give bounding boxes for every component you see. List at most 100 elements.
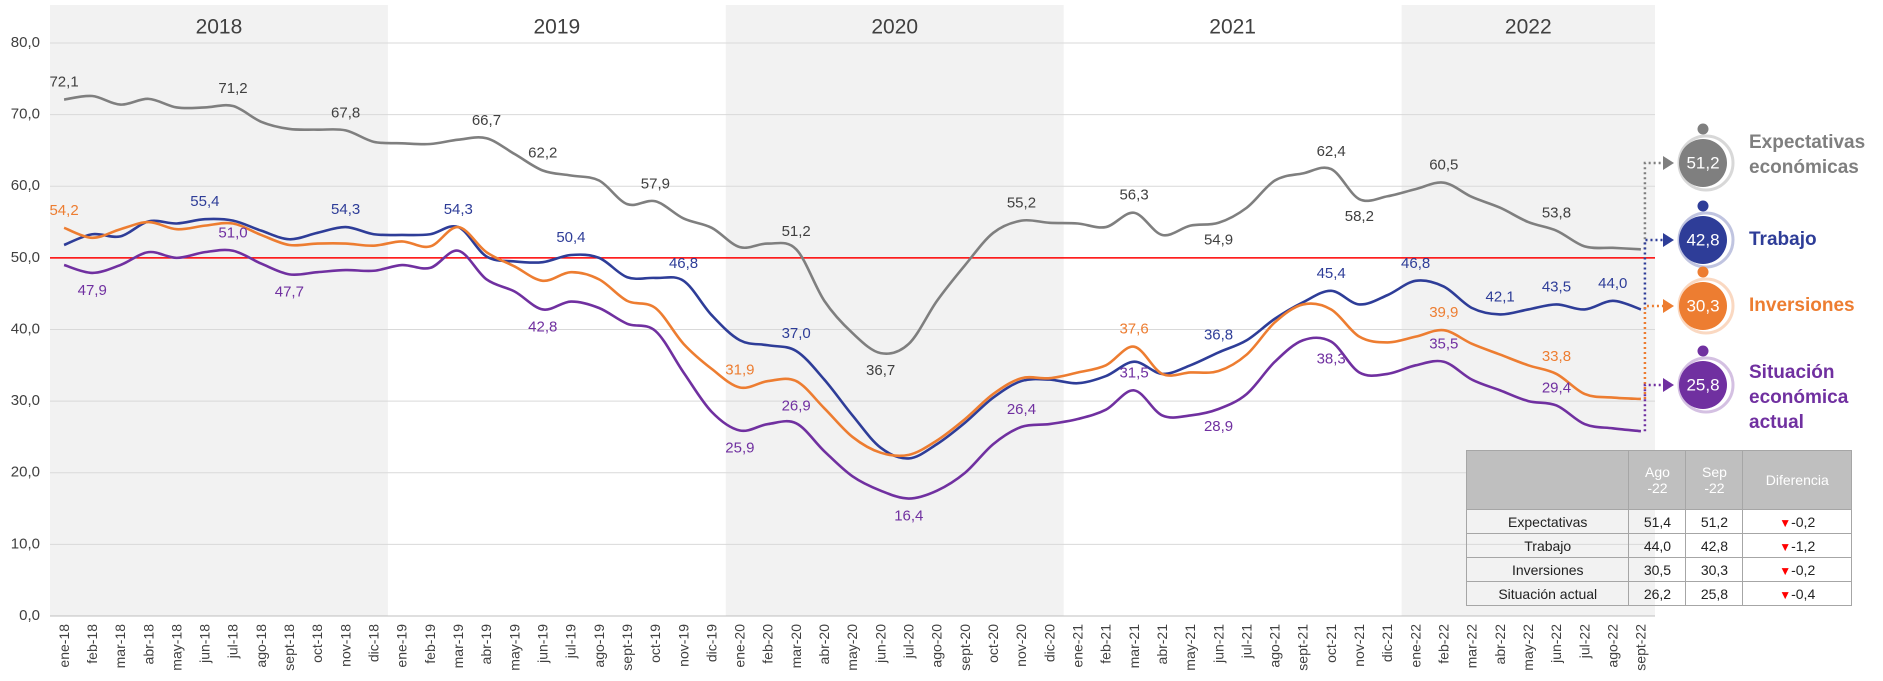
x-tick-label: sept-21 bbox=[1295, 624, 1311, 671]
table-row: Trabajo 44,0 42,8 ▼-1,2 bbox=[1465, 533, 1852, 558]
bubble-label: 42,8 bbox=[1686, 230, 1719, 249]
data-label: 45,4 bbox=[1317, 265, 1346, 282]
data-label: 39,9 bbox=[1429, 304, 1458, 321]
bubble-dot bbox=[1697, 200, 1709, 212]
x-tick-label: jul-19 bbox=[563, 624, 579, 659]
x-tick-label: mar-22 bbox=[1464, 624, 1480, 669]
x-tick-label: jun-18 bbox=[197, 624, 213, 664]
x-tick-label: ago-20 bbox=[929, 624, 945, 668]
data-label: 35,5 bbox=[1429, 336, 1458, 353]
table-corner bbox=[1465, 450, 1630, 510]
series-name: Inversiones bbox=[1749, 295, 1855, 316]
cell-text: 51,4 bbox=[1643, 513, 1672, 530]
x-tick-label: ago-18 bbox=[253, 624, 269, 668]
data-label: 42,1 bbox=[1486, 288, 1515, 305]
y-tick-label: 40,0 bbox=[11, 320, 40, 337]
data-label: 38,3 bbox=[1317, 351, 1346, 368]
data-label: 58,2 bbox=[1345, 208, 1374, 225]
x-tick-label: abr-20 bbox=[816, 624, 832, 665]
table-cell: ▼-1,2 bbox=[1742, 533, 1852, 558]
data-label: 42,8 bbox=[528, 318, 557, 335]
x-tick-label: may-19 bbox=[506, 624, 522, 671]
table-cell: 26,2 bbox=[1628, 581, 1687, 606]
column-header: Sep -22 bbox=[1685, 450, 1744, 510]
data-label: 72,1 bbox=[49, 74, 78, 91]
data-label: 62,2 bbox=[528, 144, 557, 161]
x-tick-label: feb-21 bbox=[1098, 624, 1114, 664]
table-cell: ▼-0,4 bbox=[1742, 581, 1852, 606]
year-band bbox=[725, 5, 1064, 616]
data-label: 43,5 bbox=[1542, 278, 1571, 295]
x-tick-label: mar-21 bbox=[1126, 624, 1142, 669]
x-tick-label: oct-19 bbox=[647, 624, 663, 663]
data-label: 26,9 bbox=[782, 397, 811, 414]
x-tick-label: may-21 bbox=[1182, 624, 1198, 671]
data-label: 54,9 bbox=[1204, 232, 1233, 249]
cell-text: 44,0 bbox=[1643, 537, 1672, 554]
x-tick-label: feb-20 bbox=[760, 624, 776, 664]
series-name: Situación económica actual bbox=[1749, 362, 1849, 433]
bubble bbox=[1679, 139, 1727, 187]
summary-table: Ago -22 Sep -22 Diferencia Expectativas 5… bbox=[1465, 450, 1852, 606]
bubble-dot bbox=[1697, 345, 1709, 357]
data-label: 54,2 bbox=[49, 202, 78, 219]
cell-text: Situación actual bbox=[1498, 585, 1598, 602]
arrow-head bbox=[1663, 378, 1674, 392]
x-tick-label: oct-20 bbox=[985, 624, 1001, 663]
down-icon: ▼ bbox=[1779, 515, 1792, 530]
x-tick-label: nov-18 bbox=[337, 624, 353, 667]
series-line bbox=[63, 94, 1641, 355]
data-label: 57,9 bbox=[641, 175, 670, 192]
series-line bbox=[63, 220, 1641, 458]
bubble-dot bbox=[1697, 123, 1709, 135]
x-tick-label: feb-19 bbox=[422, 624, 438, 664]
table-cell: Situación actual bbox=[1465, 581, 1630, 606]
table-row: Situación actual 26,2 25,8 ▼-0,4 bbox=[1465, 581, 1852, 606]
table-cell: 51,2 bbox=[1685, 509, 1744, 534]
bubble-label: 30,3 bbox=[1686, 296, 1719, 315]
cell-text: 51,2 bbox=[1700, 513, 1729, 530]
table-cell: 25,8 bbox=[1685, 581, 1744, 606]
x-tick-label: jul-21 bbox=[1238, 624, 1254, 659]
data-label: 53,8 bbox=[1542, 205, 1571, 222]
x-tick-label: may-22 bbox=[1520, 624, 1536, 671]
column-header: Ago -22 bbox=[1628, 450, 1687, 510]
cell-text: 26,2 bbox=[1643, 585, 1672, 602]
data-label: 29,4 bbox=[1542, 379, 1571, 396]
x-tick-label: sept-18 bbox=[281, 624, 297, 671]
y-tick-label: 50,0 bbox=[11, 249, 40, 266]
data-label: 60,5 bbox=[1429, 157, 1458, 174]
y-tick-label: 10,0 bbox=[11, 535, 40, 552]
x-tick-label: mar-20 bbox=[788, 624, 804, 669]
data-label: 25,9 bbox=[725, 439, 754, 456]
bubble-label: 51,2 bbox=[1686, 153, 1719, 172]
x-tick-label: sept-22 bbox=[1633, 624, 1649, 671]
x-tick-label: ago-21 bbox=[1267, 624, 1283, 668]
cell-text: Trabajo bbox=[1524, 537, 1572, 554]
table-cell: 51,4 bbox=[1628, 509, 1687, 534]
table-cell: 42,8 bbox=[1685, 533, 1744, 558]
x-tick-label: jun-22 bbox=[1548, 624, 1564, 664]
bubble-dot bbox=[1697, 266, 1709, 278]
y-tick-label: 70,0 bbox=[11, 106, 40, 123]
data-label: 37,0 bbox=[782, 325, 811, 342]
x-tick-label: abr-19 bbox=[478, 624, 494, 665]
x-tick-label: sept-19 bbox=[619, 624, 635, 671]
connector bbox=[1643, 304, 1665, 399]
down-icon: ▼ bbox=[1779, 539, 1792, 554]
table-cell: 30,5 bbox=[1628, 557, 1687, 582]
x-tick-label: mar-19 bbox=[450, 624, 466, 669]
data-label: 50,4 bbox=[556, 229, 585, 246]
data-label: 31,5 bbox=[1119, 364, 1148, 381]
x-tick-label: may-20 bbox=[844, 624, 860, 671]
x-tick-label: jun-19 bbox=[534, 624, 550, 664]
x-tick-label: dic-18 bbox=[366, 624, 382, 662]
bubble bbox=[1679, 216, 1727, 264]
x-tick-label: ago-19 bbox=[591, 624, 607, 668]
series-name: Expectativas económicas bbox=[1749, 132, 1866, 178]
year-label: 2022 bbox=[1505, 16, 1552, 39]
data-label: 47,7 bbox=[275, 283, 304, 300]
table-cell: Trabajo bbox=[1465, 533, 1630, 558]
year-label: 2019 bbox=[533, 16, 580, 39]
